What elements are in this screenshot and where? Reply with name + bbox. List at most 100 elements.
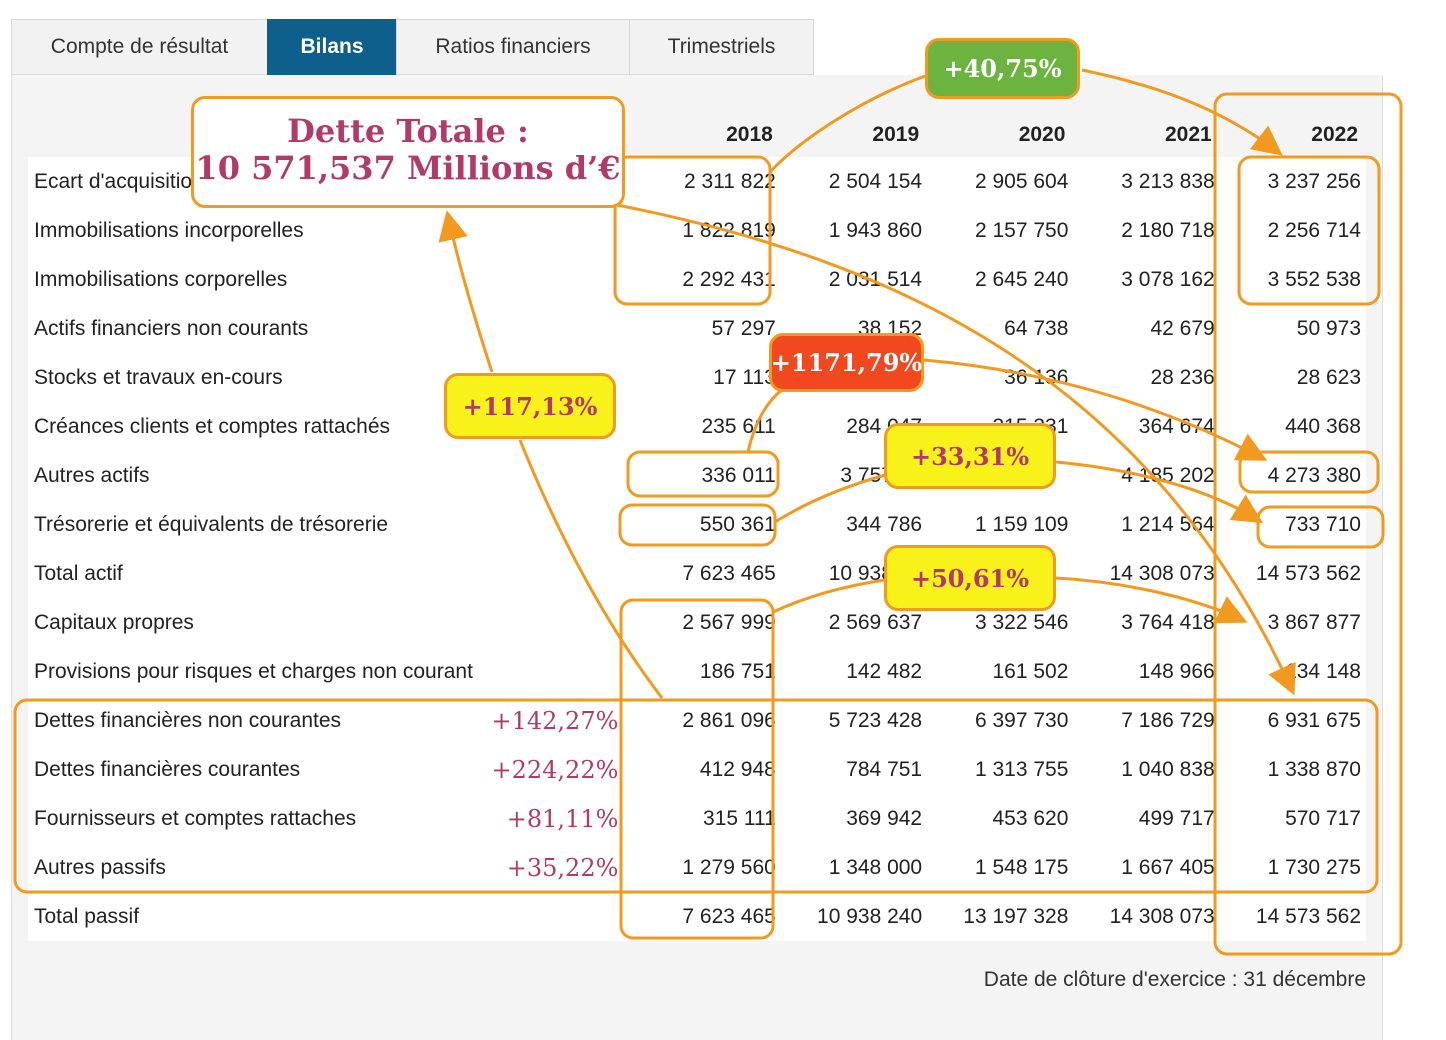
cell-2021: 3 764 418 <box>1073 598 1220 647</box>
row-label: Créances clients et comptes rattachés <box>28 402 478 451</box>
row-label: Dettes financières courantes <box>28 745 478 794</box>
table-row: Capitaux propres 2 567 999 2 569 637 3 322 … <box>28 598 1366 647</box>
growth-badge-yellow-33: +33,31% <box>884 423 1056 489</box>
cell-2021: 1 667 405 <box>1073 843 1220 892</box>
row-growth-pct <box>477 304 637 353</box>
cell-2018: 17 113 <box>636 353 781 402</box>
cell-2022: 3 867 877 <box>1219 598 1366 647</box>
row-label: Stocks et travaux en-cours <box>28 353 478 402</box>
balance-sheet-table: 2018 2019 2020 2021 2022 Ecart d'acquisi… <box>28 105 1366 941</box>
cell-2019: 1 348 000 <box>780 843 928 892</box>
table-row: Dettes financières courantes +224,22% 412 … <box>28 745 1366 794</box>
row-growth-pct <box>477 549 637 598</box>
row-label: Fournisseurs et comptes rattaches <box>28 794 478 843</box>
cell-2020: 13 197 328 <box>927 892 1074 941</box>
cell-2021: 4 185 202 <box>1073 451 1220 500</box>
cell-2018: 57 297 <box>636 304 781 353</box>
table-row: Créances clients et comptes rattachés 235… <box>28 402 1366 451</box>
cell-2022: 4 273 380 <box>1219 451 1366 500</box>
year-header: 2021 <box>1164 123 1212 146</box>
cell-2022: 1 730 275 <box>1219 843 1366 892</box>
cell-2018: 2 311 822 <box>636 157 781 206</box>
cell-2022: 440 368 <box>1219 402 1366 451</box>
row-growth-pct <box>477 451 637 500</box>
cell-2018: 1 822 819 <box>636 206 781 255</box>
cell-2022: 14 573 562 <box>1219 892 1366 941</box>
table-row: Immobilisations incorporelles 1 822 819 1 … <box>28 206 1366 255</box>
cell-2020: 36 136 <box>927 353 1074 402</box>
row-growth-pct <box>477 206 637 255</box>
tab-compte-de-resultat[interactable]: Compte de résultat <box>11 19 267 75</box>
row-label: Immobilisations corporelles <box>28 255 478 304</box>
cell-2019: 2 504 154 <box>780 157 928 206</box>
total-debt-title: Dette Totale : <box>287 112 529 150</box>
row-growth-pct: +35,22% <box>477 843 637 892</box>
cell-2021: 3 078 162 <box>1073 255 1220 304</box>
cell-2021: 2 180 718 <box>1073 206 1220 255</box>
row-label: Capitaux propres <box>28 598 478 647</box>
cell-2022: 733 710 <box>1219 500 1366 549</box>
growth-badge-green: +40,75% <box>925 38 1080 99</box>
row-growth-pct: +224,22% <box>477 745 637 794</box>
cell-2019: 1 943 860 <box>780 206 928 255</box>
row-growth-pct <box>477 598 637 647</box>
cell-2020: 2 645 240 <box>927 255 1074 304</box>
table-row: Autres passifs +35,22% 1 279 560 1 348 000 1… <box>28 843 1366 892</box>
total-debt-callout: Dette Totale : 10 571,537 Millions d’€ <box>191 96 625 208</box>
table-row: Provisions pour risques et charges non c… <box>28 647 1366 696</box>
cell-2021: 148 966 <box>1073 647 1220 696</box>
cell-2020: 1 159 109 <box>927 500 1074 549</box>
cell-2022: 3 237 256 <box>1219 157 1366 206</box>
cell-2019: 369 942 <box>780 794 928 843</box>
cell-2019: 2 031 514 <box>780 255 928 304</box>
row-growth-pct <box>477 255 637 304</box>
cell-2021: 14 308 073 <box>1073 892 1220 941</box>
growth-badge-red: +1171,79% <box>769 333 924 392</box>
row-label: Dettes financières non courantes <box>28 696 478 745</box>
row-growth-pct <box>477 892 637 941</box>
cell-2021: 3 213 838 <box>1073 157 1220 206</box>
cell-2019: 5 723 428 <box>780 696 928 745</box>
row-growth-pct <box>477 500 637 549</box>
cell-2018: 235 611 <box>636 402 781 451</box>
row-label: Trésorerie et équivalents de trésorerie <box>28 500 478 549</box>
growth-badge-yellow-117: +117,13% <box>444 373 616 439</box>
cell-2018: 2 292 431 <box>636 255 781 304</box>
cell-2021: 28 236 <box>1073 353 1220 402</box>
table-row: Dettes financières non courantes +142,27%… <box>28 696 1366 745</box>
row-label: Provisions pour risques et charges non c… <box>28 647 478 696</box>
cell-2021: 7 186 729 <box>1073 696 1220 745</box>
cell-2022: 2 256 714 <box>1219 206 1366 255</box>
row-growth-pct: +81,11% <box>477 794 637 843</box>
total-debt-value: 10 571,537 Millions d’€ <box>195 149 621 187</box>
tab-bilans[interactable]: Bilans <box>267 19 396 75</box>
cell-2021: 42 679 <box>1073 304 1220 353</box>
row-label: Total passif <box>28 892 478 941</box>
tab-trimestriels[interactable]: Trimestriels <box>629 19 814 75</box>
cell-2020: 2 905 604 <box>927 157 1074 206</box>
cell-2021: 14 308 073 <box>1073 549 1220 598</box>
cell-2018: 315 111 <box>636 794 781 843</box>
table-row: Total actif 7 623 465 10 938 24 14 308 073 1… <box>28 549 1366 598</box>
row-label: Actifs financiers non courants <box>28 304 478 353</box>
year-header: 2018 <box>726 123 773 146</box>
cell-2019: 344 786 <box>780 500 928 549</box>
cell-2021: 364 674 <box>1073 402 1220 451</box>
tab-ratios-financiers[interactable]: Ratios financiers <box>396 19 629 75</box>
cell-2020: 64 738 <box>927 304 1074 353</box>
row-label: Autres passifs <box>28 843 478 892</box>
cell-2020: 6 397 730 <box>927 696 1074 745</box>
cell-2022: 1 338 870 <box>1219 745 1366 794</box>
cell-2022: 28 623 <box>1219 353 1366 402</box>
cell-2019: 10 938 240 <box>780 892 928 941</box>
cell-2018: 7 623 465 <box>636 892 781 941</box>
row-label: Immobilisations incorporelles <box>28 206 478 255</box>
table-row: Actifs financiers non courants 57 297 38 1… <box>28 304 1366 353</box>
cell-2018: 2 861 096 <box>636 696 781 745</box>
row-label: Total actif <box>28 549 478 598</box>
cell-2022: 134 148 <box>1219 647 1366 696</box>
row-label: Autres actifs <box>28 451 478 500</box>
growth-badge-yellow-50: +50,61% <box>884 545 1056 611</box>
cell-2018: 550 361 <box>636 500 781 549</box>
cell-2018: 412 948 <box>636 745 781 794</box>
